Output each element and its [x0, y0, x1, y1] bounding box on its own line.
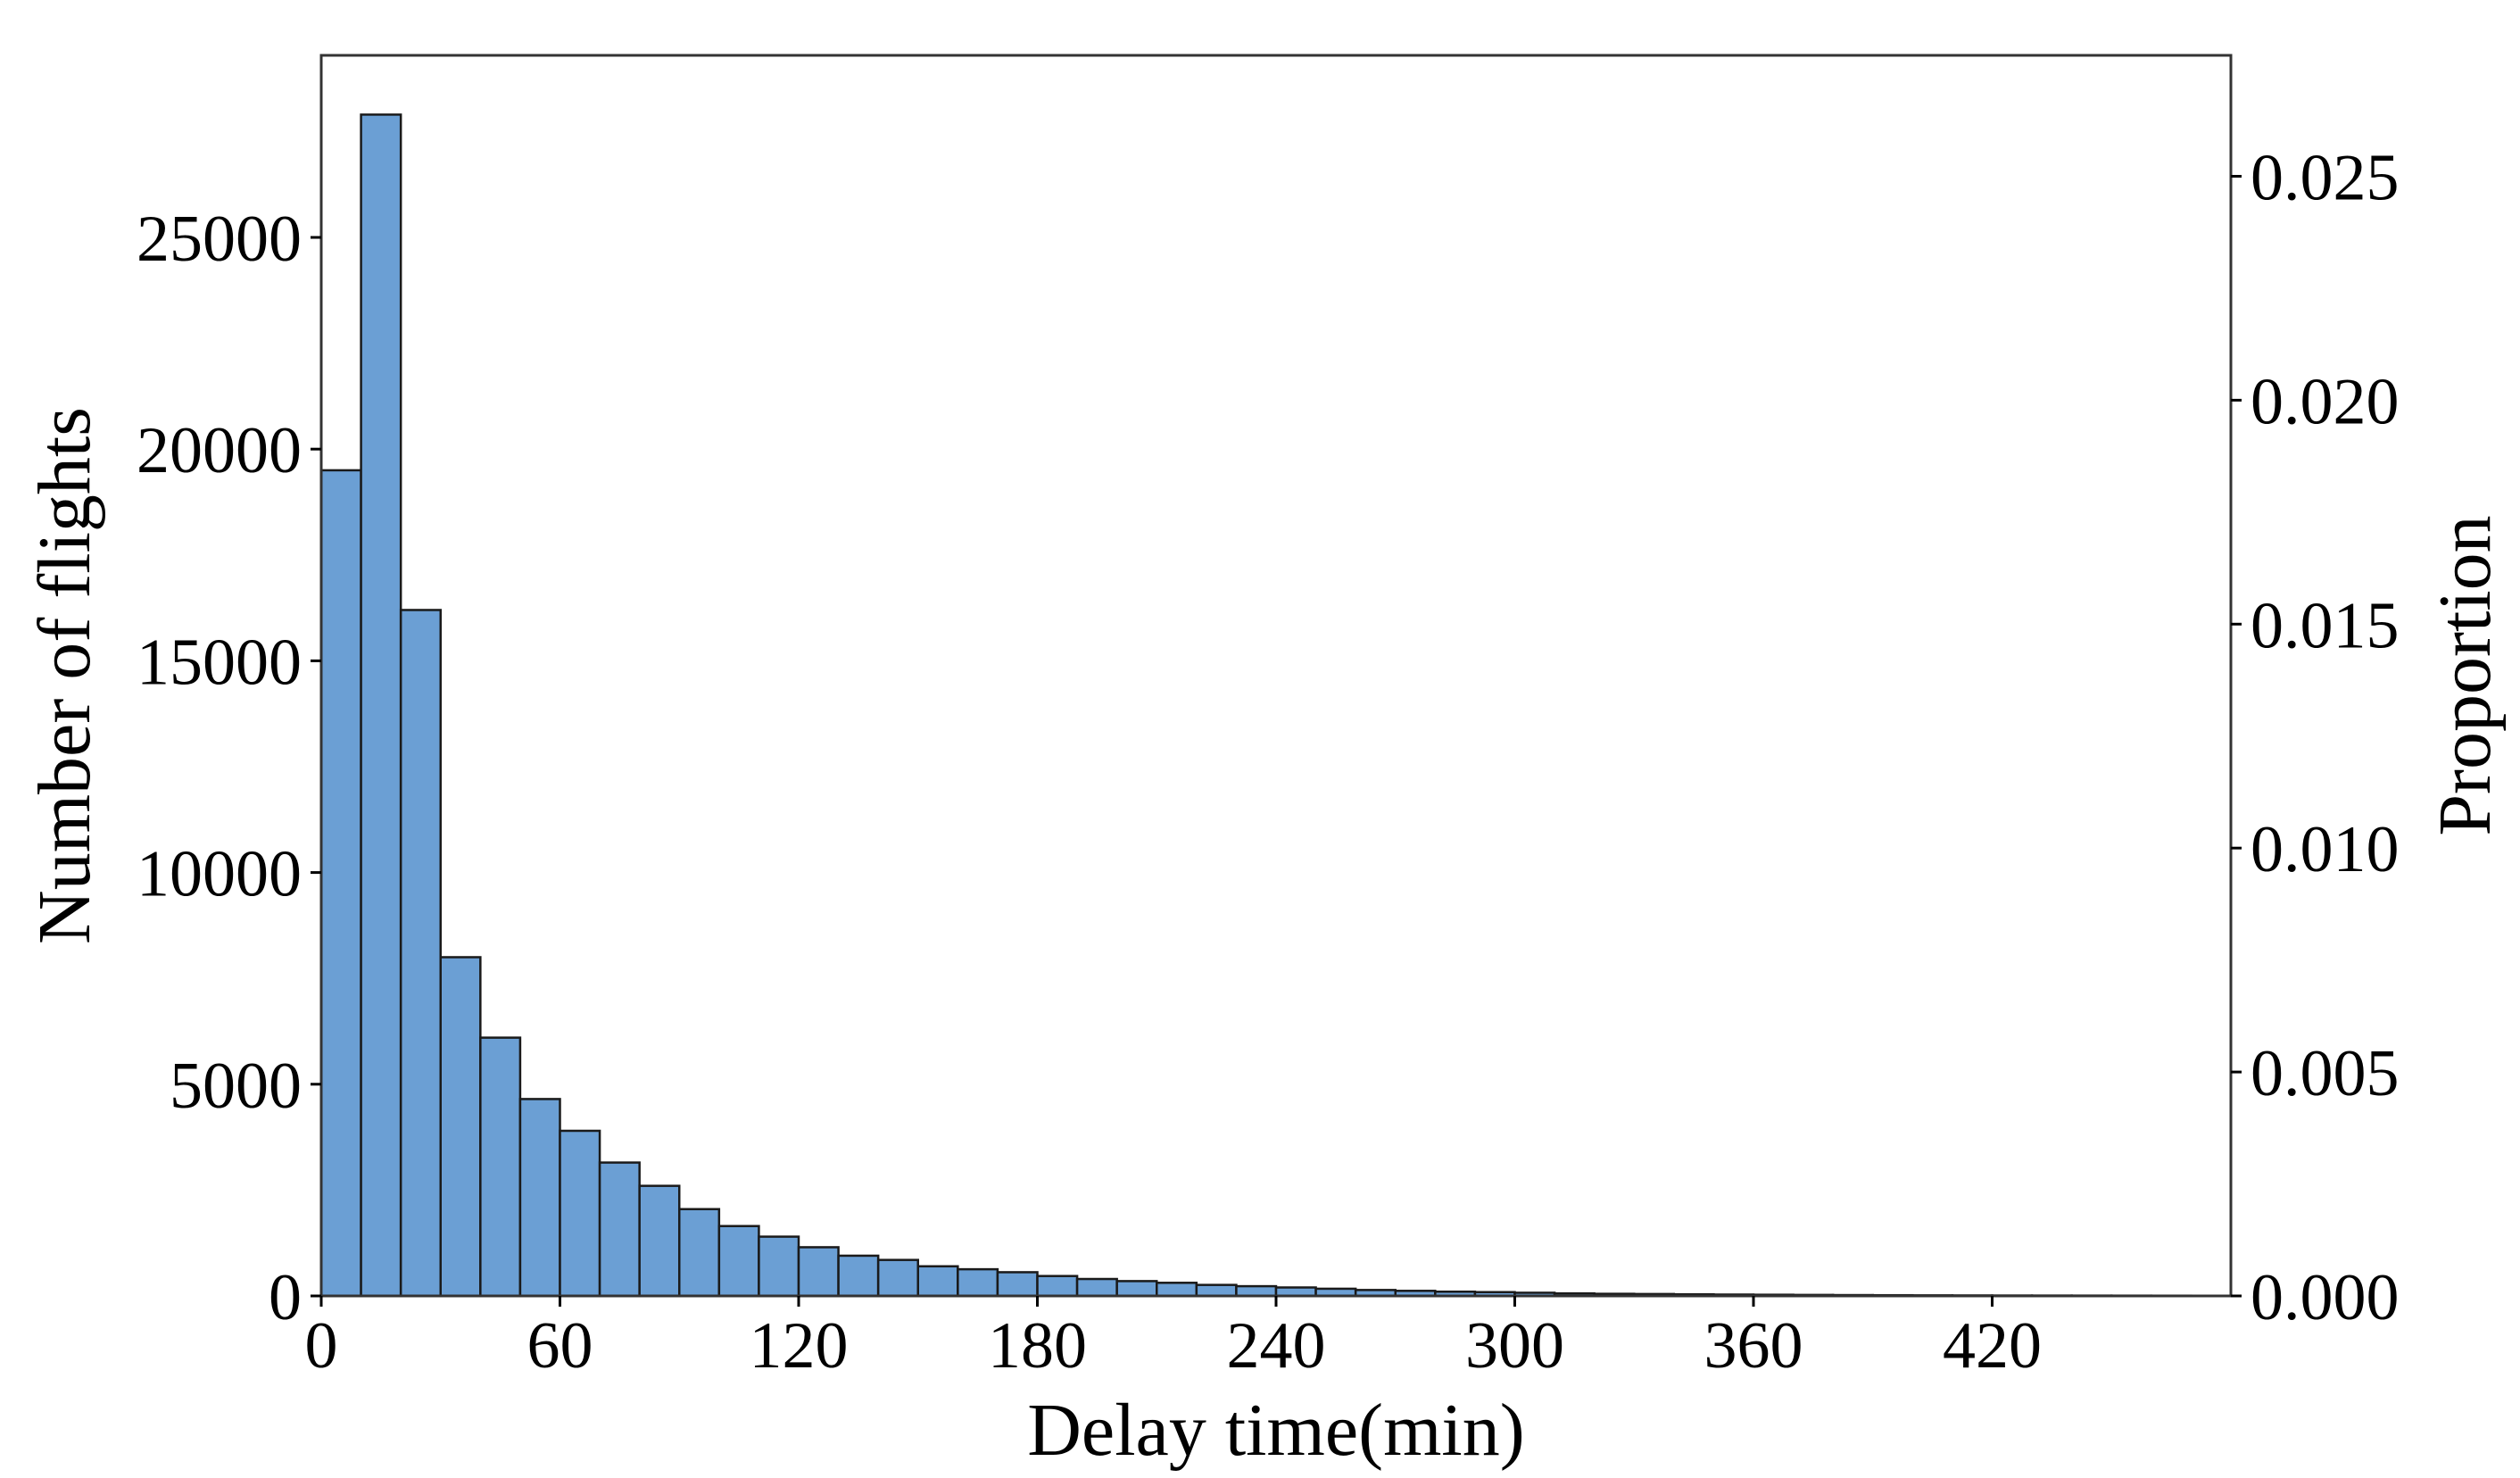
y-tick-label: 20000	[137, 414, 302, 487]
y2-tick-label: 0.000	[2251, 1261, 2400, 1334]
histogram-bar	[717, 1225, 760, 1298]
y2-axis-label: Proportion	[2424, 515, 2507, 835]
x-axis-label: Delay time(min)	[1027, 1389, 1524, 1472]
histogram-bar	[360, 113, 402, 1298]
x-axis-ticks: 0 60 120 180 240 300 360 420	[305, 1296, 2042, 1383]
histogram-bar	[559, 1129, 601, 1298]
histogram-bar	[876, 1258, 920, 1298]
x-tick-label: 300	[1465, 1309, 1564, 1383]
histogram-bar	[678, 1208, 721, 1298]
x-tick-label: 60	[527, 1309, 593, 1383]
histogram-bar	[1195, 1283, 1238, 1298]
histogram-bar	[1156, 1282, 1198, 1298]
histogram-bar	[518, 1098, 561, 1298]
histogram-bar	[479, 1036, 522, 1298]
x-tick-label: 240	[1227, 1309, 1326, 1383]
y-tick-label: 25000	[137, 203, 302, 276]
x-tick-label: 360	[1704, 1309, 1803, 1383]
y2-tick-label: 0.010	[2251, 813, 2400, 886]
histogram-bar	[837, 1254, 880, 1298]
histogram-bar	[1235, 1284, 1278, 1298]
y2-tick-label: 0.005	[2251, 1037, 2400, 1110]
x-tick-label: 120	[750, 1309, 849, 1383]
histogram-bar	[439, 956, 482, 1298]
histogram-bar	[638, 1184, 681, 1298]
histogram-bar	[1075, 1277, 1118, 1298]
y-tick-label: 0	[269, 1261, 302, 1334]
y-tick-label: 10000	[137, 838, 302, 911]
y-axis-label: Number of flights	[23, 407, 106, 944]
y-axis-ticks: 0 5000 10000 15000 20000 25000	[137, 203, 321, 1334]
x-tick-label: 180	[988, 1309, 1087, 1383]
y2-tick-label: 0.025	[2251, 141, 2400, 214]
histogram-bar	[1036, 1275, 1079, 1298]
histogram-bar	[916, 1265, 959, 1298]
x-tick-label: 420	[1943, 1309, 2042, 1383]
histogram-bar	[797, 1246, 840, 1298]
y2-tick-label: 0.020	[2251, 365, 2400, 438]
histogram-bar	[957, 1267, 999, 1298]
histogram-bar	[399, 609, 442, 1298]
histogram-bar	[1115, 1280, 1158, 1298]
histogram-bar	[598, 1161, 641, 1298]
y-tick-label: 5000	[170, 1050, 302, 1123]
x-tick-label: 0	[305, 1309, 338, 1383]
histogram-bar	[996, 1271, 1039, 1298]
y-tick-label: 15000	[137, 626, 302, 699]
plot-frame	[319, 54, 2233, 1298]
histogram-bar	[319, 469, 362, 1298]
y2-tick-label: 0.015	[2251, 589, 2400, 662]
histogram-bar	[758, 1235, 800, 1298]
y2-axis-ticks: 0.000 0.005 0.010 0.015 0.020 0.025	[2231, 141, 2400, 1334]
bars-group	[319, 113, 2233, 1298]
